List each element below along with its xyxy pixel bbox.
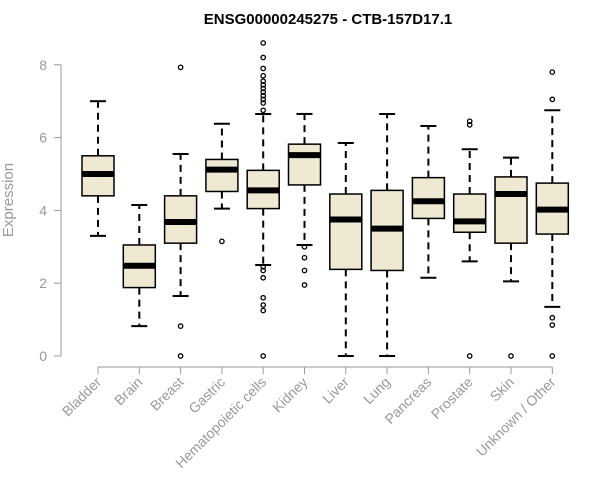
box-breast — [163, 64, 198, 359]
y-axis: 0 2 4 6 8 — [39, 57, 62, 364]
box-hematopoietic-cells — [246, 40, 280, 359]
iqr-box — [205, 158, 239, 193]
outlier-point — [260, 96, 267, 103]
box-unknown-other — [535, 69, 570, 359]
y-tick-label: 2 — [39, 275, 47, 291]
outlier-point — [177, 353, 184, 359]
outlier-point — [260, 54, 267, 61]
box-prostate — [452, 118, 487, 359]
outlier-point — [260, 72, 267, 79]
box-gastric — [205, 122, 239, 245]
iqr-box — [494, 176, 528, 244]
outlier-point — [301, 282, 308, 288]
outlier-point — [177, 323, 184, 330]
outlier-point — [177, 64, 184, 71]
outlier-point — [301, 267, 308, 274]
boxes-group — [81, 40, 570, 359]
outlier-point — [219, 238, 225, 245]
x-tick-label: Breast — [147, 374, 187, 414]
x-tick-label: Prostate — [428, 374, 476, 422]
outlier-point — [260, 89, 267, 95]
outlier-point — [466, 353, 473, 359]
outlier-point — [301, 243, 308, 250]
x-tick-label: Liver — [319, 374, 352, 407]
outlier-point — [260, 81, 267, 88]
iqr-box — [411, 176, 446, 220]
y-tick-label: 6 — [39, 130, 47, 146]
outlier-point — [466, 122, 473, 128]
outlier-point — [466, 118, 473, 125]
outlier-point — [260, 274, 267, 281]
outlier-point — [260, 40, 267, 46]
box-kidney — [287, 112, 322, 288]
outlier-point — [260, 107, 267, 114]
x-tick-label: Bladder — [59, 374, 105, 420]
outlier-point — [260, 267, 267, 274]
outlier-point — [260, 85, 267, 92]
y-axis-label: Expression — [0, 163, 17, 237]
iqr-box — [329, 193, 363, 271]
outlier-point — [260, 353, 267, 359]
outlier-point — [549, 322, 556, 328]
outlier-point — [301, 254, 308, 261]
y-tick-label: 0 — [39, 348, 47, 364]
outlier-point — [260, 307, 267, 314]
outlier-point — [549, 353, 556, 359]
x-tick-label: Brain — [111, 374, 145, 408]
y-tick-label: 8 — [39, 57, 47, 73]
box-liver — [329, 142, 363, 357]
box-bladder — [81, 100, 115, 237]
x-tick-label: Lung — [360, 374, 393, 407]
chart-title: ENSG00000245275 - CTB-157D17.1 — [204, 11, 452, 28]
box-skin — [494, 156, 528, 359]
iqr-box — [452, 193, 487, 233]
outlier-point — [260, 302, 267, 308]
outlier-point — [549, 314, 556, 321]
outlier-point — [260, 100, 267, 106]
outlier-point — [260, 78, 267, 85]
box-lung — [370, 112, 404, 357]
y-tick-label: 4 — [39, 202, 47, 218]
outlier-point — [260, 294, 267, 301]
iqr-box — [287, 143, 322, 186]
outlier-point — [549, 69, 556, 75]
outlier-point — [508, 353, 514, 359]
x-tick-label: Skin — [487, 374, 518, 405]
box-pancreas — [411, 124, 446, 279]
outlier-point — [549, 96, 556, 103]
x-tick-label: Kidney — [269, 374, 311, 416]
outlier-point — [260, 92, 267, 99]
box-brain — [122, 203, 157, 328]
outlier-point — [260, 65, 267, 72]
outlier-point — [260, 263, 267, 270]
